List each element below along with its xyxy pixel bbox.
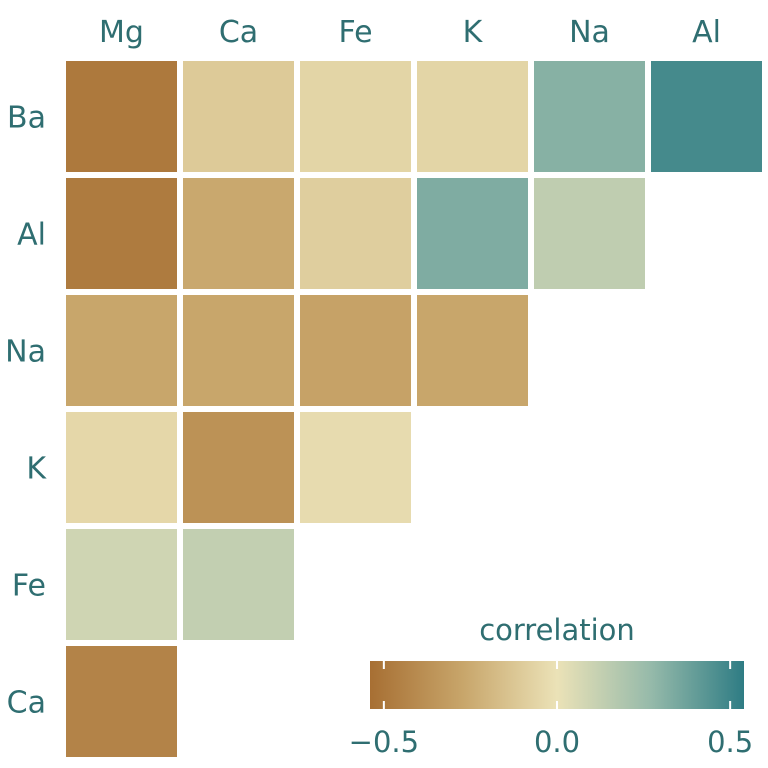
row-label-fe: Fe [12, 569, 46, 604]
column-label-k: K [463, 15, 484, 50]
heatmap-cell-al-na [534, 178, 645, 289]
heatmap-cell-al-ca [183, 178, 294, 289]
heatmap-cell-ca-mg [66, 646, 177, 757]
legend-ticks: −0.5 0.0 0.5 [349, 661, 753, 759]
colorbar-legend: correlation −0.5 0.0 0.5 [349, 613, 754, 759]
row-labels: Ba Al Na K Fe Ca [5, 101, 47, 721]
heatmap-cell-ba-na [534, 61, 645, 172]
column-label-ca: Ca [219, 15, 258, 50]
column-label-na: Na [569, 15, 610, 50]
column-labels: Mg Ca Fe K Na Al [99, 15, 721, 50]
heatmap-cell-na-k [417, 295, 528, 406]
heatmap-cell-na-ca [183, 295, 294, 406]
heatmap-cell-na-fe [300, 295, 411, 406]
legend-tick-label: 0.5 [707, 725, 753, 759]
column-label-mg: Mg [99, 15, 144, 50]
heatmap-cell-k-ca [183, 412, 294, 523]
heatmap-cell-ba-ca [183, 61, 294, 172]
heatmap-cell-al-k [417, 178, 528, 289]
row-label-ba: Ba [7, 101, 46, 136]
row-label-k: K [26, 452, 47, 487]
row-label-ca: Ca [7, 686, 46, 721]
row-label-al: Al [17, 218, 46, 253]
heatmap-cell-ba-al [651, 61, 762, 172]
column-label-al: Al [692, 15, 721, 50]
heatmap-cell-ba-k [417, 61, 528, 172]
heatmap-cell-al-mg [66, 178, 177, 289]
heatmap-cell-k-mg [66, 412, 177, 523]
heatmap-cell-fe-ca [183, 529, 294, 640]
heatmap-cells [66, 61, 762, 757]
heatmap-cell-al-fe [300, 178, 411, 289]
legend-tick-label: −0.5 [349, 725, 419, 759]
heatmap-cell-ba-mg [66, 61, 177, 172]
heatmap-cell-ba-fe [300, 61, 411, 172]
row-label-na: Na [5, 335, 46, 370]
heatmap-cell-na-mg [66, 295, 177, 406]
legend-title: correlation [479, 613, 635, 647]
heatmap-cell-k-fe [300, 412, 411, 523]
heatmap-cell-fe-mg [66, 529, 177, 640]
legend-tick-label: 0.0 [534, 725, 580, 759]
column-label-fe: Fe [338, 15, 372, 50]
